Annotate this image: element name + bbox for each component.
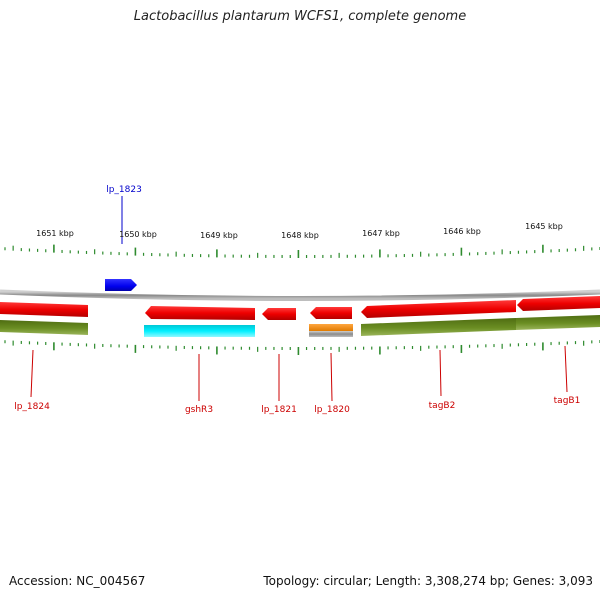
topology-text: Topology: circular; Length: 3,308,274 bp… [263, 574, 593, 588]
genome-backbone [0, 289, 600, 301]
ruler-ticks-bottom [4, 340, 600, 355]
gene-tagB1-arrow[interactable] [517, 296, 600, 311]
kbp-label-1648: 1648 kbp [281, 231, 319, 240]
gene-label-gshR3[interactable]: gshR3 [185, 405, 213, 415]
gene-lp_1823-arrow[interactable] [105, 279, 137, 291]
gene-lp_1821-arrow[interactable] [262, 308, 296, 320]
cog-block-lp_1820-grey [309, 331, 353, 337]
cog-block-lp_1820 [309, 324, 353, 331]
cog-block-tagB1 [516, 315, 600, 330]
cog-block-lp_1824 [0, 320, 88, 335]
gene-lp_1820-arrow[interactable] [310, 307, 352, 319]
accession-text: Accession: NC_004567 [9, 574, 146, 588]
kbp-label-1646: 1646 kbp [443, 227, 481, 236]
gene-label-tagB2[interactable]: tagB2 [429, 401, 456, 411]
map-title: Lactobacillus plantarum WCFS1, complete … [133, 9, 467, 24]
gene-lp_1824-arrow[interactable] [0, 302, 88, 317]
gene-label-tagB1[interactable]: tagB1 [554, 396, 581, 406]
gene-label-lp_1821[interactable]: lp_1821 [261, 405, 297, 415]
gene-gshR3-arrow[interactable] [145, 306, 255, 320]
kbp-label-1645: 1645 kbp [525, 222, 563, 231]
ruler-ticks-top [4, 244, 600, 258]
gene-lp_1824-leader [30, 349, 34, 398]
gene-label-lp_1824[interactable]: lp_1824 [14, 402, 50, 412]
kbp-label-1647: 1647 kbp [362, 229, 400, 238]
gene-tagB2-arrow[interactable] [361, 300, 516, 318]
gene-label-lp_1823[interactable]: lp_1823 [106, 185, 142, 195]
gene-tagB2-leader [439, 349, 442, 397]
kbp-label-1650: 1650 kbp [119, 230, 157, 239]
gene-lp_1820-leader [330, 352, 333, 402]
kbp-label-1651: 1651 kbp [36, 229, 74, 238]
gene-label-lp_1820[interactable]: lp_1820 [314, 405, 350, 415]
cog-block-tagB2 [361, 318, 516, 336]
kbp-label-1649: 1649 kbp [200, 231, 238, 240]
gene-tagB1-leader [564, 345, 568, 393]
cog-block-gshR3 [144, 325, 255, 337]
